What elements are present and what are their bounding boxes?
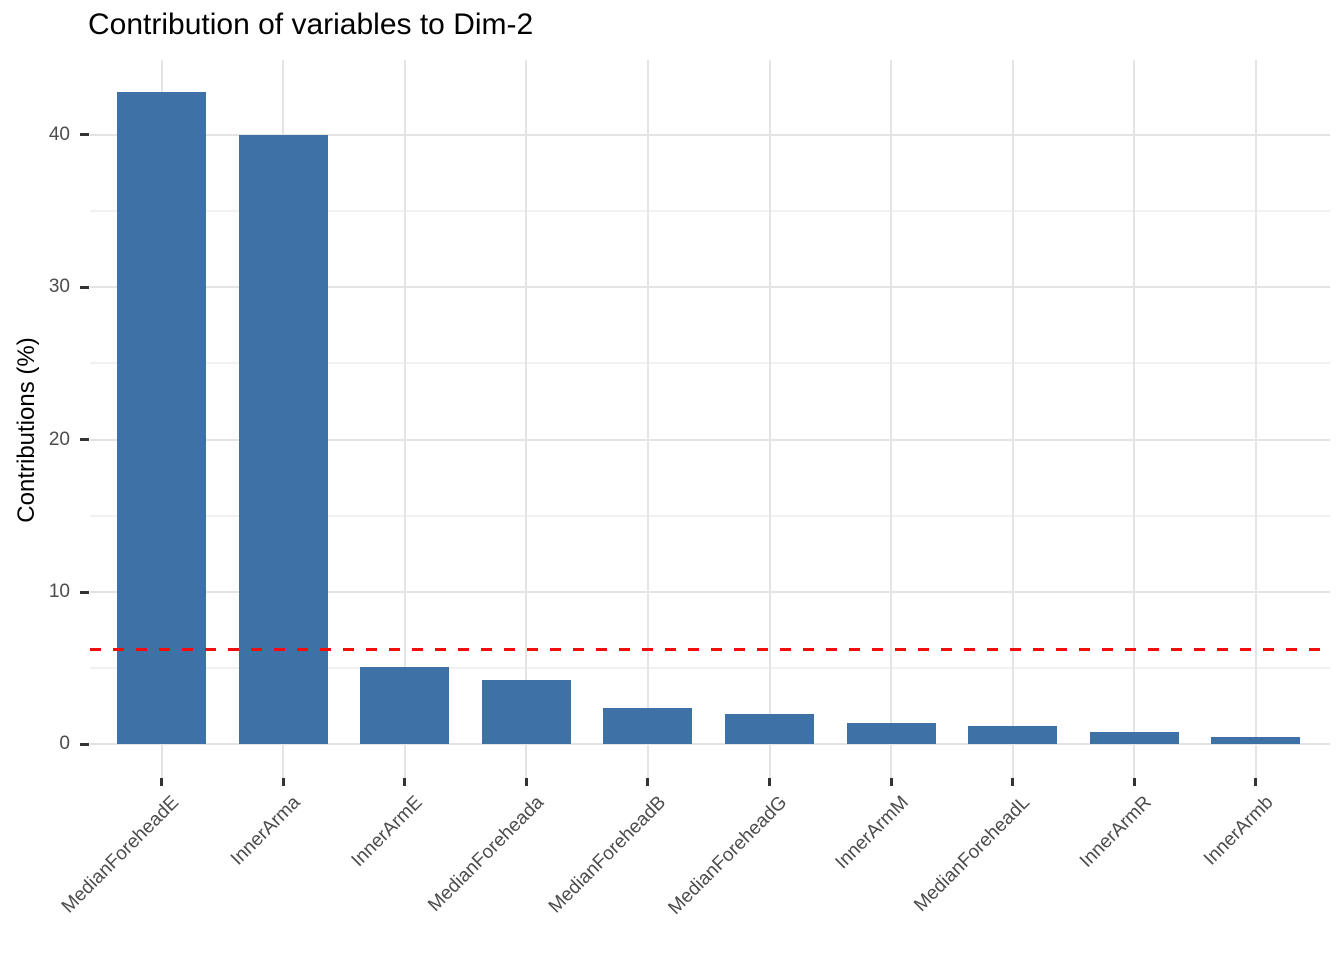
v-gridline <box>525 60 528 778</box>
x-tick <box>403 778 407 786</box>
x-tick <box>524 778 528 786</box>
bar <box>1089 732 1179 745</box>
y-tick-label: 0 <box>59 733 70 755</box>
chart-title: Contribution of variables to Dim-2 <box>88 8 534 41</box>
y-tick-label: 10 <box>48 581 70 603</box>
h-gridline-major <box>90 743 1330 746</box>
x-tick-label: MedianForeheadE <box>57 792 184 918</box>
v-gridline <box>646 60 649 778</box>
y-tick-label: 30 <box>48 276 70 298</box>
x-tick-label: InnerArma <box>227 792 305 870</box>
bar <box>360 666 450 745</box>
x-tick <box>1132 778 1136 786</box>
v-gridline <box>1011 60 1014 778</box>
x-tick-label: MedianForeheadL <box>910 792 1035 916</box>
y-tick-label: 20 <box>48 428 70 450</box>
h-gridline-major <box>90 133 1330 136</box>
y-tick <box>80 133 89 137</box>
v-gridline <box>403 60 406 778</box>
bar <box>117 92 206 745</box>
x-tick <box>1254 778 1258 786</box>
v-gridline <box>1133 60 1136 778</box>
h-gridline-major <box>90 438 1330 441</box>
y-tick <box>80 285 89 289</box>
y-tick-label: 40 <box>48 123 70 145</box>
x-tick-label: MedianForeheadG <box>664 792 792 919</box>
y-tick <box>80 742 89 746</box>
reference-line <box>90 647 1330 651</box>
h-gridline-minor <box>90 362 1330 365</box>
v-gridline <box>1254 60 1257 778</box>
h-gridline-minor <box>90 209 1330 212</box>
v-gridline <box>890 60 893 778</box>
x-tick <box>646 778 650 786</box>
bar <box>603 707 693 745</box>
y-tick <box>80 438 89 442</box>
x-tick-label: InnerArmb <box>1200 792 1278 870</box>
x-tick-label: MedianForeheadB <box>544 792 670 918</box>
bar <box>846 723 936 745</box>
x-tick <box>889 778 893 786</box>
x-tick-label: InnerArmM <box>831 792 913 874</box>
bar <box>725 713 814 745</box>
x-tick-label: InnerArmR <box>1076 792 1157 872</box>
x-tick <box>768 778 771 786</box>
x-tick-label: InnerArmE <box>347 792 427 872</box>
bar <box>1211 736 1301 745</box>
bar <box>481 680 571 745</box>
x-tick-label: MedianForeheada <box>424 792 549 916</box>
h-gridline-minor <box>90 667 1330 670</box>
x-tick <box>281 778 285 786</box>
h-gridline-major <box>90 591 1330 594</box>
v-gridline <box>768 60 771 778</box>
h-gridline-minor <box>90 514 1330 517</box>
y-tick <box>80 590 89 594</box>
bar <box>238 134 328 745</box>
x-tick <box>160 778 163 786</box>
h-gridline-major <box>90 286 1330 289</box>
x-tick <box>1011 778 1015 786</box>
bar <box>968 726 1058 745</box>
